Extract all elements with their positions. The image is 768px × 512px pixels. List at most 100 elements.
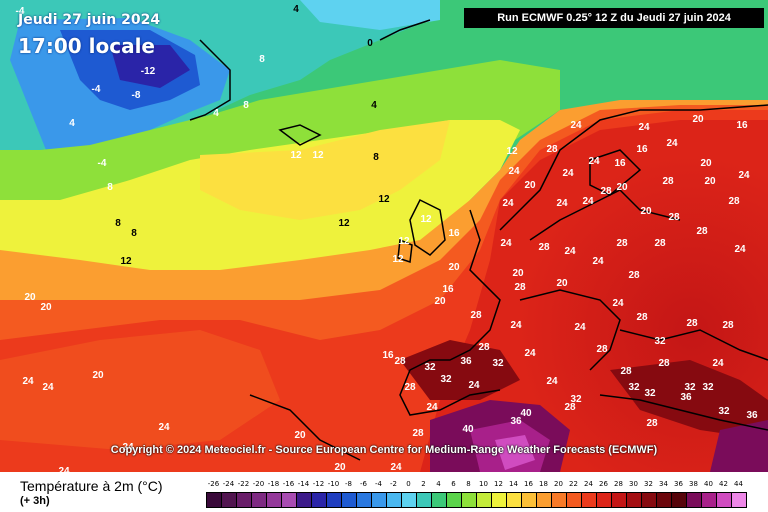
temperature-label: 8: [131, 228, 137, 239]
legend-title: Température à 2m (°C): [20, 478, 163, 494]
temperature-label: 32: [492, 358, 504, 369]
iberia-hot: [400, 340, 520, 400]
scale-tick-label: 20: [554, 480, 563, 488]
temperature-label: 16: [448, 228, 460, 239]
scale-cell: [686, 492, 702, 508]
temperature-label: 24: [738, 170, 750, 181]
temperature-label: 24: [564, 246, 576, 257]
scale-tick-label: 18: [539, 480, 548, 488]
scale-tick-label: 22: [569, 480, 578, 488]
temperature-label: -12: [141, 66, 156, 77]
temperature-label: 24: [510, 320, 522, 331]
temperature-label: 20: [294, 430, 306, 441]
scale-tick-label: -6: [360, 480, 367, 488]
temperature-label: 24: [22, 376, 34, 387]
temperature-label: 24: [508, 166, 520, 177]
scale-tick-label: 28: [614, 480, 623, 488]
temperature-label: 28: [412, 428, 424, 439]
temperature-label: -4: [16, 6, 25, 17]
scale-cell: [416, 492, 432, 508]
temperature-label: 32: [702, 382, 714, 393]
temperature-label: 16: [382, 350, 394, 361]
scale-cell: [626, 492, 642, 508]
temperature-label: 24: [390, 462, 402, 472]
scale-tick-label: -8: [345, 480, 352, 488]
temperature-label: 16: [442, 284, 454, 295]
scale-cell: [446, 492, 462, 508]
temperature-label: 0: [367, 38, 373, 49]
temperature-label: 28: [538, 242, 550, 253]
temperature-label: 28: [628, 270, 640, 281]
scale-tick-label: 44: [734, 480, 743, 488]
temperature-label: 20: [92, 370, 104, 381]
temperature-label: 24: [612, 298, 624, 309]
scale-cell: [731, 492, 747, 508]
scale-cell: [551, 492, 567, 508]
temperature-label: 28: [722, 320, 734, 331]
temperature-label: 32: [570, 394, 582, 405]
temperature-label: 28: [600, 186, 612, 197]
model-run-label: Run ECMWF 0.25° 12 Z du Jeudi 27 juin 20…: [464, 8, 764, 28]
temperature-label: 28: [646, 418, 658, 429]
scale-tick-label: 6: [451, 480, 456, 488]
temperature-label: 12: [120, 256, 132, 267]
temperature-label: 8: [107, 182, 113, 193]
temperature-label: 24: [574, 322, 586, 333]
temperature-label: 16: [736, 120, 748, 131]
scale-tick-label: -2: [390, 480, 397, 488]
temperature-label: 20: [334, 462, 346, 472]
scale-tick-label: -16: [282, 480, 295, 488]
scale-cell: [341, 492, 357, 508]
forecast-date: Jeudi 27 juin 2024: [18, 12, 161, 28]
temperature-label: 8: [115, 218, 121, 229]
temperature-label: 12: [506, 146, 518, 157]
temperature-label: 40: [520, 408, 532, 419]
forecast-time: 17:00 locale: [18, 34, 155, 58]
scale-cell: [326, 492, 342, 508]
temperature-label: 24: [426, 402, 438, 413]
scale-cell: [251, 492, 267, 508]
temperature-label: 20: [512, 268, 524, 279]
temperature-label: 12: [392, 254, 404, 265]
scale-tick-label: -26: [207, 480, 220, 488]
temperature-label: 32: [718, 406, 730, 417]
temp-band-14: [200, 120, 450, 220]
temperature-label: 12: [398, 236, 410, 247]
temperature-label: 8: [373, 152, 379, 163]
scale-cell: [581, 492, 597, 508]
scale-cell: [671, 492, 687, 508]
temperature-label: 28: [662, 176, 674, 187]
temperature-label: 20: [640, 206, 652, 217]
temperature-label: 20: [616, 182, 628, 193]
temperature-label: 24: [582, 196, 594, 207]
scale-cell: [536, 492, 552, 508]
scale-tick-label: 32: [644, 480, 653, 488]
temperature-label: 28: [470, 310, 482, 321]
greenland-coldest: [110, 45, 190, 88]
temperature-label: 12: [420, 214, 432, 225]
temperature-label: 28: [696, 226, 708, 237]
scale-cell: [491, 492, 507, 508]
temperature-label: 20: [524, 180, 536, 191]
scale-tick-label: -12: [312, 480, 325, 488]
scale-cell: [371, 492, 387, 508]
temperature-label: 4: [293, 4, 299, 15]
temperature-label: 28: [728, 196, 740, 207]
temperature-label: 12: [312, 150, 324, 161]
scale-tick-label: 16: [524, 480, 533, 488]
scale-tick-label: -22: [237, 480, 250, 488]
temperature-label: -4: [92, 84, 101, 95]
temperature-label: 28: [616, 238, 628, 249]
temperature-label: 40: [462, 424, 474, 435]
temperature-label: 24: [122, 442, 134, 453]
temperature-label: 4: [371, 100, 377, 111]
temperature-label: 16: [636, 144, 648, 155]
copyright-notice: Copyright © 2024 Meteociel.fr - Source E…: [110, 444, 658, 456]
temperature-label: 12: [290, 150, 302, 161]
scale-cell: [476, 492, 492, 508]
scale-cell: [521, 492, 537, 508]
temperature-label: 36: [680, 392, 692, 403]
temperature-label: 24: [42, 382, 54, 393]
temperature-label: 28: [620, 366, 632, 377]
temperature-label: 20: [692, 114, 704, 125]
